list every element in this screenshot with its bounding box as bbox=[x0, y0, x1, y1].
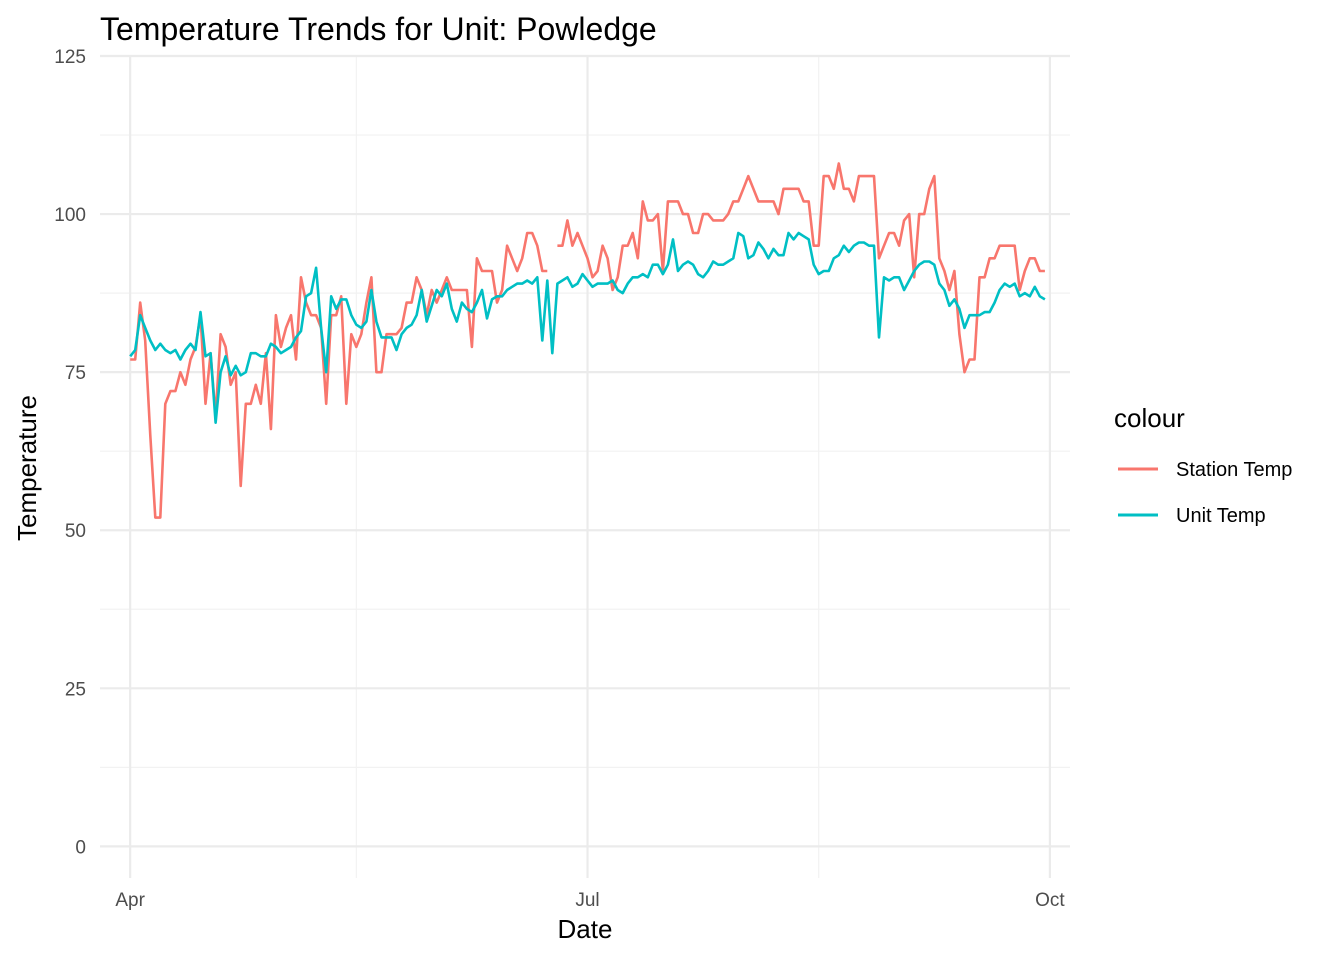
y-axis-title: Temperature bbox=[12, 395, 42, 541]
y-tick-label: 75 bbox=[65, 363, 86, 384]
chart-title: Temperature Trends for Unit: Powledge bbox=[100, 11, 657, 47]
x-tick-label: Apr bbox=[115, 890, 145, 911]
x-tick-label: Oct bbox=[1035, 890, 1065, 911]
plot-series bbox=[129, 162, 1046, 519]
y-tick-label: 100 bbox=[54, 205, 86, 226]
x-axis-title: Date bbox=[558, 914, 613, 944]
legend-label: Unit Temp bbox=[1176, 505, 1266, 527]
plot-grid bbox=[100, 54, 1070, 878]
legend-label: Station Temp bbox=[1176, 459, 1292, 481]
x-axis-ticks: Apr Jul Oct bbox=[115, 890, 1065, 911]
y-tick-label: 25 bbox=[65, 679, 86, 700]
x-tick-label: Jul bbox=[575, 890, 599, 911]
legend-title: colour bbox=[1114, 403, 1185, 433]
y-axis-ticks: 0 25 50 75 100 125 bbox=[54, 47, 86, 858]
y-tick-label: 125 bbox=[54, 47, 86, 68]
series-line-unit-temp bbox=[129, 231, 1046, 424]
y-tick-label: 0 bbox=[75, 837, 86, 858]
y-tick-label: 50 bbox=[65, 521, 86, 542]
legend: colour Station Temp Unit Temp bbox=[1114, 403, 1292, 527]
